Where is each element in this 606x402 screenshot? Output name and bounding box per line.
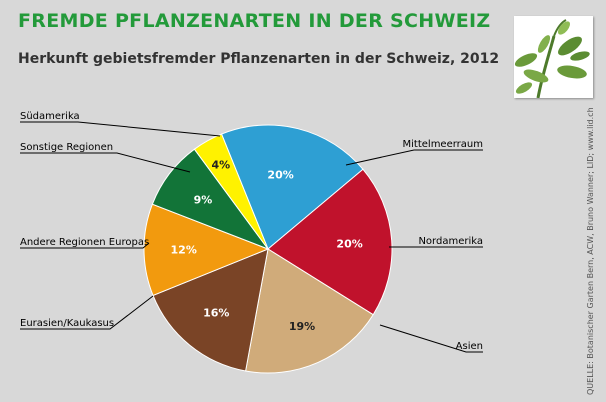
plant-photo bbox=[514, 16, 593, 99]
pie-slice-andere-regionen-europas bbox=[143, 203, 270, 297]
plant-illustration-icon bbox=[514, 19, 590, 99]
page-title: FREMDE PFLANZENARTEN IN DER SCHWEIZ bbox=[18, 10, 491, 32]
legend-label: Mittelmeerraum bbox=[403, 139, 483, 150]
legend-label: Südamerika bbox=[20, 111, 80, 122]
leader-line bbox=[20, 121, 221, 137]
leader-line bbox=[20, 152, 191, 173]
pie-slice-südamerika bbox=[193, 133, 269, 250]
slice-value-label: 20% bbox=[336, 237, 362, 250]
pie-slice-nordamerika bbox=[267, 168, 393, 316]
legend-label: Sonstige Regionen bbox=[20, 142, 113, 153]
legend-label: Asien bbox=[456, 341, 483, 352]
slice-value-label: 16% bbox=[203, 306, 229, 319]
legend-label: Nordamerika bbox=[418, 236, 483, 247]
slice-value-label: 20% bbox=[267, 168, 293, 181]
legend-label: Eurasien/Kaukasus bbox=[20, 318, 114, 329]
pie-slice-eurasien-kaukasus bbox=[152, 248, 269, 372]
slice-value-label: 12% bbox=[171, 244, 197, 257]
leader-line bbox=[20, 242, 150, 249]
slice-value-label: 4% bbox=[211, 159, 230, 172]
leader-line bbox=[379, 324, 483, 353]
leader-line bbox=[20, 295, 154, 330]
pie-slice-asien bbox=[245, 248, 374, 374]
chart-subtitle: Herkunft gebietsfremder Pflanzenarten in… bbox=[18, 51, 500, 67]
leader-line bbox=[345, 149, 483, 166]
pie-slice-mittelmeerraum bbox=[220, 124, 364, 250]
source-note: QUELLE: Botanischer Garten Bern, ACW, Br… bbox=[586, 107, 595, 395]
legend-label: Andere Regionen Europas bbox=[20, 237, 149, 248]
slice-value-label: 9% bbox=[194, 193, 213, 206]
slice-value-label: 19% bbox=[289, 320, 315, 333]
